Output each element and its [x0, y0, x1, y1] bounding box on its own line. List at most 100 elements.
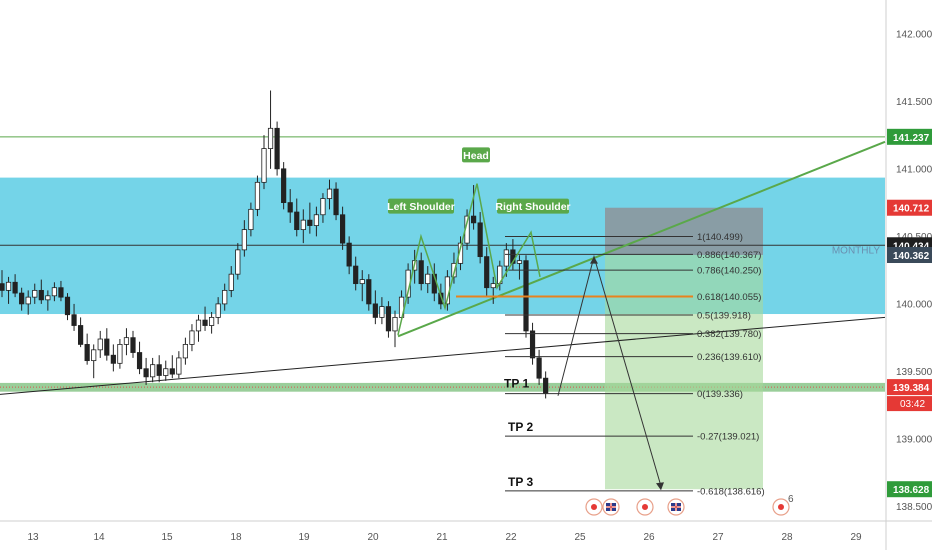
- candle-body: [136, 352, 143, 370]
- price-badge-text: 138.628: [893, 485, 930, 496]
- countdown-text: 03:42: [900, 399, 925, 410]
- fib-label: 0.5(139.918): [697, 310, 751, 321]
- candle-body: [5, 281, 12, 291]
- fib-label: 0.236(139.610): [697, 352, 761, 363]
- countdown-bg: [887, 396, 932, 412]
- candle-body: [313, 214, 320, 226]
- take-profit-label-2: TP 3: [508, 475, 533, 489]
- take-profit-label-1: TP 2: [508, 420, 533, 434]
- time-tick-label: 20: [367, 532, 379, 543]
- candle-body: [392, 317, 398, 332]
- position-box-layer: [605, 207, 763, 490]
- fib-label: 1(140.499): [697, 232, 743, 243]
- time-tick-label: 29: [850, 532, 862, 543]
- candle-body: [91, 349, 97, 362]
- price-badge-text: 141.237: [893, 133, 930, 144]
- candle-body: [71, 314, 77, 326]
- candle-body: [38, 289, 44, 301]
- events-layer: 6: [585, 494, 794, 516]
- candle-body: [64, 296, 71, 316]
- candle: [25, 290, 31, 315]
- price-tick-label: 141.000: [896, 164, 932, 175]
- candle-body: [287, 202, 293, 213]
- candle: [208, 312, 215, 334]
- candle: [536, 349, 542, 385]
- candle: [267, 90, 274, 169]
- price-badge-text: 140.434: [893, 241, 930, 252]
- price-tick-label: 139.500: [896, 367, 932, 378]
- time-tick-label: 14: [93, 532, 105, 543]
- candle-body: [110, 354, 116, 364]
- candle: [307, 202, 313, 234]
- take-profit-box: [605, 255, 763, 490]
- price-badge-text: 140.712: [893, 204, 930, 215]
- candle: [97, 330, 103, 358]
- price-badge-5: 138.628: [887, 481, 932, 498]
- candle-body: [163, 368, 169, 376]
- candle-body: [536, 357, 542, 379]
- candle: [117, 339, 123, 369]
- candle: [0, 270, 5, 298]
- candle-body: [484, 256, 490, 289]
- event-marker-dot: [591, 504, 597, 510]
- candle-body: [543, 377, 549, 394]
- price-tick-label: 138.500: [896, 502, 932, 513]
- candle-body: [195, 319, 202, 332]
- candle-body: [307, 219, 313, 226]
- time-tick-label: 22: [505, 532, 517, 543]
- candle: [71, 303, 77, 331]
- price-badge-bg: [887, 481, 932, 498]
- candle: [235, 243, 241, 280]
- candle: [228, 266, 234, 298]
- candle: [366, 274, 372, 311]
- trendlines-layer: [0, 140, 886, 395]
- fib-label: -0.27(139.021): [697, 432, 759, 443]
- event-marker-dot: [778, 504, 784, 510]
- candle-body: [254, 181, 261, 210]
- candle: [313, 206, 320, 237]
- candle-body: [294, 211, 300, 231]
- candle-body: [366, 279, 372, 305]
- pattern-label-2: Right Shoulder: [495, 198, 571, 214]
- time-tick-label: 25: [574, 532, 586, 543]
- candle: [32, 283, 38, 304]
- countdown-badge: 03:42: [887, 396, 932, 412]
- candle: [529, 322, 536, 365]
- time-tick-label: 21: [436, 532, 448, 543]
- event-marker-icon: [585, 498, 603, 516]
- candle: [241, 220, 247, 257]
- price-tick-label: 142.000: [896, 29, 932, 40]
- price-badge-text: 139.384: [893, 383, 930, 394]
- projection-down-arrow: [656, 482, 664, 491]
- candle-body: [182, 344, 188, 359]
- candle: [12, 274, 18, 298]
- candle-body: [490, 283, 496, 289]
- price-badge-bg: [887, 379, 932, 396]
- candle-body: [202, 319, 208, 326]
- candle-body: [123, 337, 130, 345]
- candle-body: [130, 337, 136, 353]
- candle-body: [477, 222, 483, 258]
- candle-body: [117, 344, 123, 364]
- time-tick-label: 15: [161, 532, 173, 543]
- candle: [294, 198, 300, 237]
- candle-body: [379, 306, 385, 318]
- candle: [38, 279, 44, 304]
- time-tick-label: 27: [712, 532, 724, 543]
- candle: [274, 121, 280, 176]
- fib-level-1: 0.886(140.367): [505, 250, 761, 261]
- fib-label: 0.618(140.055): [697, 292, 761, 303]
- candle: [202, 306, 208, 331]
- candle-body: [418, 260, 424, 285]
- candle-body: [451, 262, 457, 278]
- candle: [130, 330, 136, 358]
- candle: [19, 287, 25, 311]
- time-tick-label: 26: [643, 532, 655, 543]
- candle-body: [529, 330, 536, 359]
- candle: [372, 290, 378, 325]
- neckline-trendline: [397, 140, 886, 338]
